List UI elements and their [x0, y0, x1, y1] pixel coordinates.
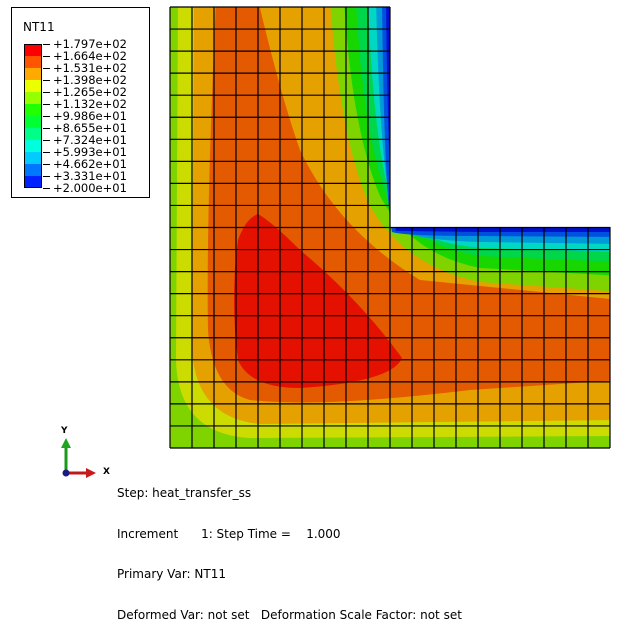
legend-tick-label: +4.662e+01	[53, 157, 127, 171]
legend-tick-mark	[43, 91, 50, 93]
legend-swatch	[24, 140, 42, 152]
legend-tick-label: +8.655e+01	[53, 121, 127, 135]
legend-tick-mark	[43, 187, 50, 189]
contour-legend: NT11 +1.797e+02 +1.664e+02 +1.531e+02 +1.39…	[11, 7, 150, 198]
legend-tick: +4.662e+01	[43, 158, 127, 170]
axis-triad: Y X	[52, 424, 122, 484]
legend-tick: +5.993e+01	[43, 146, 127, 158]
legend-tick-label: +7.324e+01	[53, 133, 127, 147]
legend-tick: +9.986e+01	[43, 110, 127, 122]
legend-tick-label: +1.398e+02	[53, 73, 127, 87]
legend-tick-label: +5.993e+01	[53, 145, 127, 159]
legend-swatch	[24, 80, 42, 92]
legend-tick-mark	[43, 43, 50, 45]
x-axis-label: X	[103, 467, 110, 477]
legend-swatch	[24, 152, 42, 164]
step-label: Step: heat_transfer_ss	[117, 486, 252, 500]
legend-swatch	[24, 68, 42, 80]
legend-tick: +1.132e+02	[43, 98, 127, 110]
legend-tick: +8.655e+01	[43, 122, 127, 134]
legend-tick-mark	[43, 127, 50, 129]
legend-tick-mark	[43, 67, 50, 69]
legend-tick: +2.000e+01	[43, 182, 127, 194]
legend-tick-mark	[43, 175, 50, 177]
legend-tick-mark	[43, 151, 50, 153]
legend-tick-label: +2.000e+01	[53, 181, 127, 195]
legend-swatch	[24, 56, 42, 68]
legend-swatch	[24, 44, 42, 56]
legend-tick-mark	[43, 79, 50, 81]
legend-tick: +3.331e+01	[43, 170, 127, 182]
legend-title: NT11	[23, 20, 55, 34]
legend-tick: +1.265e+02	[43, 86, 127, 98]
legend-color-bar	[24, 44, 42, 188]
legend-tick-mark	[43, 55, 50, 57]
legend-tick: +1.664e+02	[43, 50, 127, 62]
y-axis-label: Y	[61, 426, 68, 436]
legend-swatch	[24, 164, 42, 176]
legend-swatch	[24, 176, 42, 188]
axis-triad-icon	[61, 438, 96, 478]
legend-tick-label: +1.531e+02	[53, 61, 127, 75]
increment-label: Increment 1: Step Time = 1.000	[117, 526, 341, 541]
model-viewport[interactable]	[0, 0, 632, 516]
legend-tick-label: +1.132e+02	[53, 97, 127, 111]
legend-swatch	[24, 116, 42, 128]
legend-tick: +7.324e+01	[43, 134, 127, 146]
legend-swatch	[24, 128, 42, 140]
legend-swatch	[24, 104, 42, 116]
step-info: Step: heat_transfer_ss Increment 1: Step…	[117, 460, 462, 636]
legend-tick-label: +1.664e+02	[53, 49, 127, 63]
legend-tick-mark	[43, 103, 50, 105]
legend-tick-label: +1.797e+02	[53, 37, 127, 51]
legend-swatch	[24, 92, 42, 104]
legend-tick: +1.797e+02	[43, 38, 127, 50]
legend-tick-mark	[43, 139, 50, 141]
legend-tick-label: +9.986e+01	[53, 109, 127, 123]
legend-tick-mark	[43, 163, 50, 165]
legend-tick: +1.398e+02	[43, 74, 127, 86]
deformed-var-label: Deformed Var: not set Deformation Scale …	[117, 607, 462, 622]
legend-tick: +1.531e+02	[43, 62, 127, 74]
primary-var-label: Primary Var: NT11	[117, 567, 226, 581]
legend-tick-label: +1.265e+02	[53, 85, 127, 99]
legend-tick-label: +3.331e+01	[53, 169, 127, 183]
mesh-grid	[169, 6, 611, 449]
legend-tick-mark	[43, 115, 50, 117]
